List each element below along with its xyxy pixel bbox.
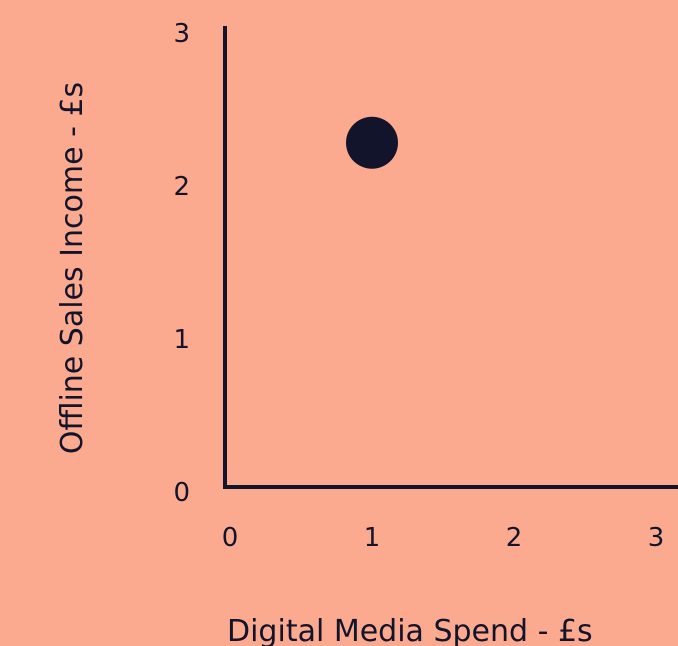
y-tick-label: 0 [173,478,190,508]
y-axis-ticks: 0 1 2 3 [173,19,190,508]
data-point [346,116,398,169]
y-tick-label: 1 [173,325,190,355]
y-tick-label: 3 [173,19,190,49]
x-axis-ticks: 0 1 2 3 [222,523,665,553]
x-tick-label: 0 [222,523,239,553]
x-axis-title: Digital Media Spend - £s [227,614,593,646]
x-tick-label: 1 [364,523,381,553]
x-tick-label: 3 [648,523,665,553]
x-tick-label: 2 [506,523,523,553]
y-axis-title: Offline Sales Income - £s [55,82,90,454]
data-points [346,116,398,169]
y-tick-label: 2 [173,172,190,202]
